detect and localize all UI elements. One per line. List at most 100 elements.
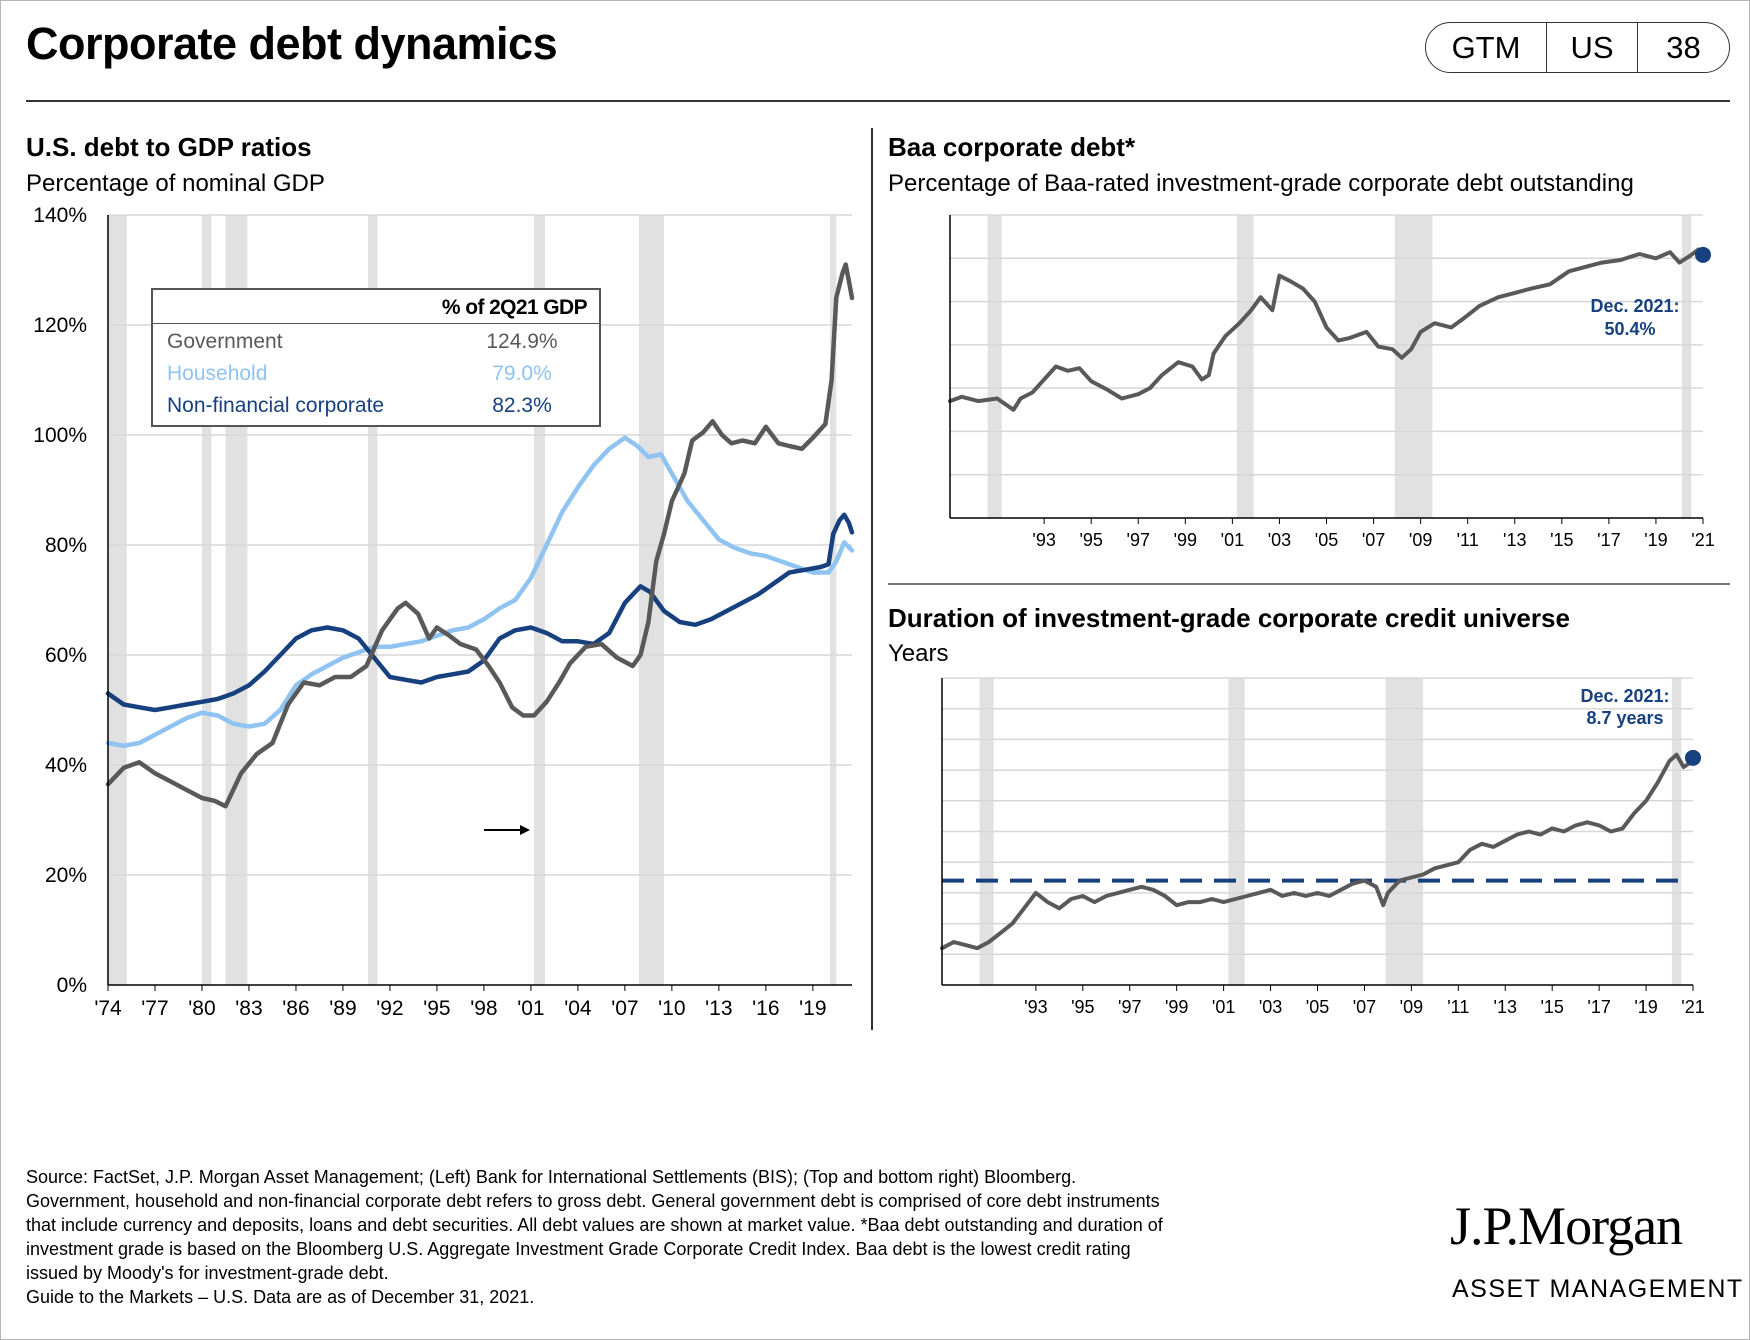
- x-tick-label: '77: [141, 997, 168, 1020]
- tag-us: US: [1547, 23, 1638, 72]
- page-title: Corporate debt dynamics: [26, 18, 558, 69]
- recession-band: [201, 215, 212, 985]
- x-tick-label: '83: [235, 997, 262, 1020]
- x-tick-label: '19: [1644, 530, 1667, 550]
- y-tick-label: 0%: [57, 974, 87, 997]
- recession-band: [368, 215, 378, 985]
- horizontal-divider: [888, 583, 1730, 585]
- x-tick-label: '98: [470, 997, 497, 1020]
- logo-subtitle: ASSET MANAGEMENT: [1452, 1275, 1744, 1303]
- x-tick-label: '89: [329, 997, 356, 1020]
- x-tick-label: '09: [1409, 530, 1432, 550]
- duration-chart: '93 '95 '97 '99 '01 '03 '05 '07 '09 '11 '13 '15 '17 '…: [940, 677, 1705, 1017]
- legend: % of 2Q21 GDP Government 124.9% Househol…: [151, 288, 601, 427]
- x-tick-label: '80: [188, 997, 215, 1020]
- end-point-marker: [1685, 749, 1701, 766]
- jpmorgan-logo: J.P.Morgan: [1450, 1196, 1683, 1256]
- header-rule: [26, 100, 1730, 102]
- x-tick-label: '99: [1174, 530, 1197, 550]
- y-tick-label: 20%: [45, 864, 87, 887]
- x-tick-label: '95: [1071, 997, 1094, 1017]
- x-tick-label: '07: [1353, 997, 1376, 1017]
- x-tick-label: '11: [1447, 997, 1469, 1017]
- series-line: [948, 247, 1705, 412]
- recession-band: [108, 215, 127, 985]
- footnote-line: issued by Moody's for investment-grade d…: [26, 1263, 389, 1283]
- x-tick-label: '01: [1212, 997, 1235, 1017]
- x-tick-label: '15: [1540, 997, 1563, 1017]
- legend-name: Household: [167, 362, 268, 385]
- left-chart-title: U.S. debt to GDP ratios: [26, 132, 312, 162]
- recession-band: [1394, 215, 1433, 518]
- tag-gtm: GTM: [1426, 23, 1547, 72]
- legend-entry-corporate: Non-financial corporate 82.3%: [167, 394, 587, 422]
- x-tick-label: '97: [1127, 530, 1150, 550]
- footnote-line: that include currency and deposits, loan…: [26, 1215, 1163, 1235]
- page-tags: GTM US 38: [1425, 22, 1730, 73]
- x-tick-label: '17: [1597, 530, 1620, 550]
- series-line-government: [105, 262, 855, 809]
- x-tick-label: '05: [1306, 997, 1329, 1017]
- legend-entry-government: Government 124.9%: [167, 330, 587, 358]
- recession-band: [987, 215, 1002, 518]
- series-line-household: [105, 435, 855, 749]
- debt-to-gdp-chart: 0% 20% 40% 60% 80% 100% 120% 140% '74 '77 '80 '83 '8…: [33, 204, 855, 1020]
- footnote-line: Source: FactSet, J.P. Morgan Asset Manag…: [26, 1167, 1077, 1187]
- x-tick-label: '93: [1032, 530, 1055, 550]
- x-tick-label: '95: [423, 997, 450, 1020]
- x-tick-label: '74: [94, 997, 122, 1020]
- series-line-corporate: [105, 512, 855, 713]
- top-right-chart-title: Baa corporate debt*: [888, 132, 1136, 162]
- legend-value: 79.0%: [492, 362, 552, 385]
- legend-name: Government: [167, 330, 283, 353]
- bottom-right-chart-subtitle: Years: [888, 640, 949, 667]
- recession-band: [1681, 215, 1692, 518]
- left-chart-subtitle: Percentage of nominal GDP: [26, 170, 325, 197]
- x-tick-label: '16: [752, 997, 779, 1020]
- legend-value: 82.3%: [492, 394, 552, 417]
- x-tick-label: '13: [705, 997, 732, 1020]
- x-tick-label: '01: [1221, 530, 1244, 550]
- x-tick-label: '95: [1079, 530, 1102, 550]
- footnote-line: Guide to the Markets – U.S. Data are as …: [26, 1287, 535, 1307]
- x-tick-label: '21: [1691, 530, 1714, 550]
- x-tick-label: '13: [1503, 530, 1526, 550]
- y-tick-label: 100%: [33, 424, 87, 447]
- y-tick-label: 140%: [33, 204, 87, 227]
- x-tick-label: '21: [1681, 997, 1704, 1017]
- x-tick-label: '11: [1457, 530, 1479, 550]
- annotation-label: Dec. 2021:: [1580, 686, 1669, 706]
- x-tick-label: '13: [1494, 997, 1517, 1017]
- y-tick-label: 60%: [45, 644, 87, 667]
- legend-entry-household: Household 79.0%: [167, 362, 587, 390]
- footnotes: Source: FactSet, J.P. Morgan Asset Manag…: [26, 1165, 1386, 1309]
- legend-header-label: % of 2Q21 GDP: [441, 296, 588, 319]
- x-tick-label: '10: [658, 997, 685, 1020]
- x-tick-label: '19: [799, 997, 826, 1020]
- annotation-value: 8.7 years: [1586, 708, 1663, 728]
- x-tick-label: '05: [1315, 530, 1338, 550]
- legend-header: % of 2Q21 GDP: [153, 290, 599, 324]
- x-tick-label: '97: [1118, 997, 1141, 1017]
- footnote-line: investment grade is based on the Bloombe…: [26, 1239, 1131, 1259]
- annotation-label: Dec. 2021:: [1590, 296, 1679, 316]
- x-tick-label: '07: [611, 997, 638, 1020]
- x-tick-label: '99: [1165, 997, 1188, 1017]
- footnote-line: Government, household and non-financial …: [26, 1191, 1160, 1211]
- recession-band: [830, 215, 837, 985]
- end-point-marker: [1695, 246, 1711, 263]
- x-tick-label: '86: [282, 997, 309, 1020]
- x-tick-label: '04: [564, 997, 592, 1020]
- x-tick-label: '17: [1587, 997, 1610, 1017]
- x-tick-label: '07: [1362, 530, 1385, 550]
- x-tick-label: '03: [1259, 997, 1282, 1017]
- annotation-value: 50.4%: [1604, 319, 1655, 339]
- x-tick-label: '19: [1634, 997, 1657, 1017]
- x-tick-label: '92: [376, 997, 403, 1020]
- x-tick-label: '15: [1550, 530, 1573, 550]
- baa-debt-chart: '93 '95 '97 '99 '01 '03 '05 '07 '09 '11 '13 '15 '17 '…: [948, 214, 1715, 550]
- x-tick-label: '01: [517, 997, 544, 1020]
- series-line: [940, 752, 1695, 951]
- x-tick-label: '09: [1400, 997, 1423, 1017]
